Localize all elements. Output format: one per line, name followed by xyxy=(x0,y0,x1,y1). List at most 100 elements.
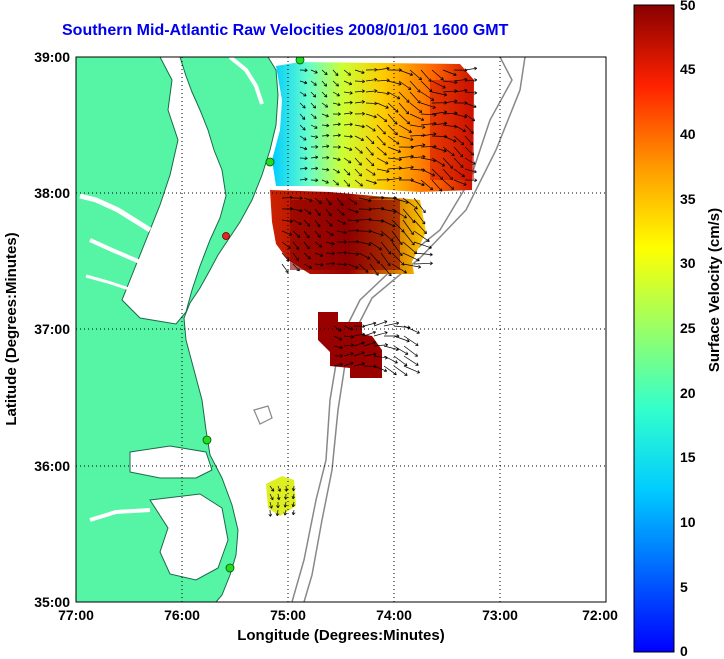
x-tick-label: 77:00 xyxy=(58,607,94,623)
velocity-arrow xyxy=(409,154,426,159)
velocity-arrow xyxy=(321,123,330,128)
velocity-arrow xyxy=(321,179,329,184)
velocity-arrow xyxy=(353,351,365,357)
x-tick-label: 76:00 xyxy=(164,607,200,623)
velocity-arrow xyxy=(431,157,446,167)
y-tick-label: 38:00 xyxy=(34,185,70,201)
velocity-arrow xyxy=(398,102,410,115)
velocity-arrow xyxy=(402,219,414,236)
x-tick-label: 74:00 xyxy=(376,607,412,623)
colorbar-ticks: 50 45 40 35 30 25 20 15 10 5 0 xyxy=(680,0,696,659)
velocity-arrow xyxy=(354,168,362,177)
velocity-arrow xyxy=(347,208,359,214)
velocity-arrow xyxy=(453,124,466,132)
velocity-arrow xyxy=(336,208,345,216)
velocity-arrow xyxy=(343,343,354,348)
velocity-arrow xyxy=(303,263,313,269)
velocity-arrow xyxy=(332,102,341,107)
velocity-arrow xyxy=(409,113,425,122)
velocity-arrow xyxy=(299,68,308,73)
delaware-bay xyxy=(228,57,264,105)
velocity-arrow xyxy=(332,168,340,174)
velocity-arrow xyxy=(276,493,281,501)
velocity-arrow xyxy=(336,240,347,244)
velocity-arrow xyxy=(281,252,290,262)
velocity-arrow xyxy=(431,121,448,126)
velocity-arrow xyxy=(431,91,447,97)
velocity-arrow xyxy=(383,355,398,364)
velocity-arrow xyxy=(387,91,401,100)
velocity-arrow xyxy=(442,179,455,190)
velocity-arrow xyxy=(299,80,308,85)
radar-station xyxy=(295,57,305,65)
velocity-arrow xyxy=(413,197,426,214)
colorbar-tick-label: 25 xyxy=(680,320,696,336)
radar-station xyxy=(225,563,235,573)
velocity-arrow xyxy=(347,228,360,233)
velocity-arrow xyxy=(376,168,390,173)
velocity-arrow xyxy=(299,166,308,171)
velocity-arrow xyxy=(398,135,414,141)
velocity-arrow xyxy=(354,146,363,154)
potomac-river xyxy=(79,193,152,233)
radar-station-alert xyxy=(222,232,230,240)
velocity-arrow xyxy=(354,157,362,166)
velocity-arrow xyxy=(347,252,360,256)
velocity-arrow xyxy=(464,135,474,146)
velocity-arrow xyxy=(398,165,414,170)
velocity-arrow xyxy=(332,69,339,77)
velocity-arrow xyxy=(332,91,340,97)
velocity-arrow xyxy=(343,179,351,187)
velocity-arrow xyxy=(403,345,418,357)
velocity-arrow xyxy=(321,91,328,98)
velocity-arrow xyxy=(365,77,378,82)
velocity-arrow xyxy=(343,111,353,115)
velocity-arrow xyxy=(365,101,378,106)
velocity-arrow xyxy=(332,122,341,127)
velocity-arrow xyxy=(413,261,433,266)
velocity-arrow xyxy=(393,335,410,343)
velocity-arrow xyxy=(325,251,336,256)
velocity-arrow xyxy=(347,263,359,269)
velocity-arrow xyxy=(391,252,405,266)
velocity-arrow xyxy=(333,345,343,350)
velocity-arrow xyxy=(376,113,388,123)
velocity-arrow xyxy=(387,80,402,86)
velocity-arrow xyxy=(354,100,365,104)
velocity-arrow xyxy=(453,135,465,146)
velocity-arrow xyxy=(343,69,352,76)
velocity-arrow xyxy=(314,230,321,238)
velocity-arrow xyxy=(299,135,307,141)
velocity-arrow xyxy=(365,135,375,145)
velocity-arrow xyxy=(336,250,347,255)
velocity-arrow xyxy=(464,124,474,134)
y-tick-label: 37:00 xyxy=(34,321,70,337)
velocity-arrow xyxy=(464,168,477,174)
velocity-arrow xyxy=(343,335,354,339)
y-axis-ticks: 39:00 38:00 37:00 36:00 35:00 xyxy=(34,49,70,610)
x-tick-label: 72:00 xyxy=(582,607,618,623)
velocity-patch-offshore xyxy=(318,312,382,378)
velocity-arrow xyxy=(420,168,436,177)
velocity-arrow xyxy=(363,321,377,327)
velocity-arrow xyxy=(343,80,353,86)
velocity-arrow xyxy=(464,113,476,122)
velocity-arrow xyxy=(332,133,341,138)
velocity-arrow xyxy=(268,509,273,517)
velocity-arrow xyxy=(398,80,412,90)
y-axis-label: Latitude (Degrees:Minutes) xyxy=(3,232,20,425)
grid-lines xyxy=(76,57,606,602)
velocity-arrow xyxy=(413,208,426,225)
velocity-arrow xyxy=(292,263,300,272)
velocity-arrow xyxy=(332,179,339,186)
y-tick-label: 36:00 xyxy=(34,458,70,474)
velocity-arrow xyxy=(387,102,399,113)
velocity-arrow xyxy=(363,352,377,357)
colorbar-tick-label: 40 xyxy=(680,126,696,142)
velocity-arrow xyxy=(333,362,343,367)
velocity-arrow xyxy=(403,335,419,346)
velocity-arrow xyxy=(333,354,344,358)
velocity-arrow xyxy=(325,208,332,217)
velocity-arrow xyxy=(347,239,360,244)
velocity-arrow xyxy=(291,509,296,516)
